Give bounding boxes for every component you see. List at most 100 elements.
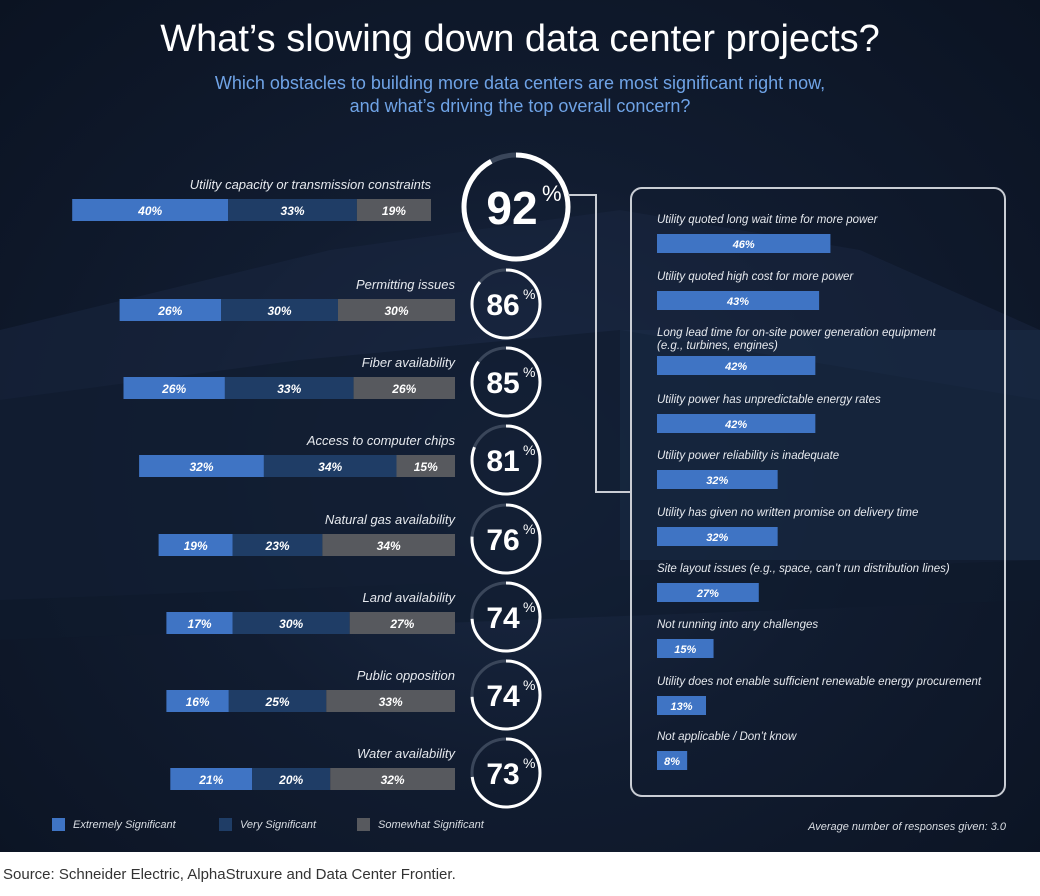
ring-unit-1: % — [523, 286, 535, 302]
bar-label-very-6: 25% — [265, 695, 290, 709]
ring-unit-5: % — [523, 599, 535, 615]
driver-label-1: Utility quoted high cost for more power — [657, 271, 854, 283]
ring-arc-6 — [470, 659, 542, 731]
bar-very-6 — [228, 690, 327, 712]
ring-total-1: 86 — [486, 289, 519, 322]
ring-arc-5 — [470, 581, 542, 653]
row-label-4: Natural gas availability — [325, 512, 457, 527]
row-label-2: Fiber availability — [362, 355, 457, 370]
bar-label-very-5: 30% — [279, 617, 303, 631]
bar-extremely-0 — [72, 199, 229, 221]
legend-swatch-somewhat — [357, 818, 370, 831]
bar-label-extremely-6: 16% — [186, 695, 210, 709]
legend-swatch-extremely — [52, 818, 65, 831]
driver-label-0: Utility quoted long wait time for more p… — [657, 214, 879, 226]
source-caption: Source: Schneider Electric, AlphaStruxur… — [3, 866, 456, 883]
bar-label-somewhat-5: 27% — [389, 617, 414, 631]
driver-bar-4 — [657, 470, 778, 489]
bar-very-4 — [232, 534, 323, 556]
driver-bar-7 — [657, 639, 714, 658]
driver-label-7: Not running into any challenges — [657, 619, 818, 631]
ring-arc-4 — [470, 503, 542, 575]
legend-label-somewhat: Somewhat Significant — [378, 818, 484, 831]
ring-unit-7: % — [523, 755, 535, 771]
driver-bar-label-0: 46% — [732, 239, 755, 251]
ring-arc-0 — [461, 152, 571, 262]
row-label-7: Water availability — [357, 746, 457, 761]
bar-somewhat-1 — [338, 299, 455, 321]
bar-label-extremely-2: 26% — [161, 382, 186, 396]
ring-unit-2: % — [523, 364, 535, 380]
bar-label-very-2: 33% — [277, 382, 301, 396]
ring-total-5: 74 — [486, 602, 520, 635]
bar-label-extremely-0: 40% — [137, 204, 162, 218]
row-label-5: Land availability — [362, 590, 456, 605]
driver-label-2-2: (e.g., turbines, engines) — [657, 340, 778, 352]
bar-label-extremely-1: 26% — [157, 304, 182, 318]
driver-label-2: Long lead time for on-site power generat… — [657, 327, 937, 339]
bar-somewhat-6 — [326, 690, 455, 712]
legend-extremely: Extremely Significant — [52, 818, 176, 831]
ring-arc-7 — [470, 737, 542, 809]
ring-total-3: 81 — [486, 445, 519, 478]
bar-extremely-7 — [170, 768, 253, 790]
driver-bar-label-7: 15% — [674, 644, 696, 656]
driver-label-4: Utility power reliability is inadequate — [657, 450, 839, 462]
driver-bar-6 — [657, 583, 759, 602]
chart-subtitle-line-2: and what’s driving the top overall conce… — [349, 96, 691, 116]
driver-bar-1 — [657, 291, 820, 310]
ring-arc-2 — [470, 346, 542, 418]
bar-very-5 — [232, 612, 350, 634]
ring-total-4: 76 — [486, 524, 519, 557]
bar-somewhat-0 — [356, 199, 431, 221]
legend-very: Very Significant — [219, 818, 316, 831]
bar-label-very-1: 30% — [267, 304, 291, 318]
row-label-0: Utility capacity or transmission constra… — [190, 177, 432, 192]
driver-bar-8 — [657, 696, 707, 715]
legend-label-extremely: Extremely Significant — [73, 818, 176, 831]
row-label-3: Access to computer chips — [306, 433, 456, 448]
bar-extremely-2 — [123, 377, 225, 399]
ring-unit-3: % — [523, 442, 535, 458]
ring-total-2: 85 — [486, 367, 519, 400]
driver-bar-5 — [657, 527, 778, 546]
driver-bar-9 — [657, 751, 688, 770]
ring-unit-4: % — [523, 521, 535, 537]
bar-extremely-6 — [166, 690, 229, 712]
chart-canvas: 40% 33% 19% Utility capacity or transmissio… — [72, 152, 982, 809]
bar-label-somewhat-2: 26% — [391, 382, 416, 396]
bar-label-extremely-7: 21% — [198, 773, 223, 787]
ring-arc-1 — [470, 268, 542, 340]
bar-somewhat-4 — [322, 534, 455, 556]
bar-label-somewhat-3: 15% — [414, 460, 438, 474]
bar-extremely-4 — [158, 534, 233, 556]
row-label-1: Permitting issues — [356, 277, 455, 292]
driver-label-6: Site layout issues (e.g., space, can’t r… — [657, 563, 950, 575]
ring-total-7: 73 — [486, 758, 519, 791]
bar-extremely-5 — [166, 612, 233, 634]
driver-label-9: Not applicable / Don’t know — [657, 731, 797, 743]
bar-somewhat-2 — [353, 377, 455, 399]
bar-label-somewhat-7: 32% — [381, 773, 405, 787]
driver-label-3: Utility power has unpredictable energy r… — [657, 394, 881, 406]
connector-line — [568, 194, 631, 493]
driver-bar-label-4: 32% — [706, 475, 728, 487]
driver-bar-label-5: 32% — [706, 532, 728, 544]
infographic: What’s slowing down data center projects… — [0, 0, 1040, 852]
row-label-6: Public opposition — [357, 668, 455, 683]
chart-subtitle-line-1: Which obstacles to building more data ce… — [214, 73, 826, 93]
bar-label-extremely-4: 19% — [184, 539, 208, 553]
bar-label-very-0: 33% — [281, 204, 305, 218]
legend-somewhat: Somewhat Significant — [357, 818, 484, 831]
bar-label-extremely-3: 32% — [189, 460, 213, 474]
driver-bar-label-8: 13% — [670, 701, 692, 713]
bar-somewhat-3 — [396, 455, 455, 477]
bar-very-3 — [263, 455, 397, 477]
bar-extremely-1 — [119, 299, 221, 321]
bar-label-very-4: 23% — [265, 539, 290, 553]
chart-title: What’s slowing down data center projects… — [160, 18, 880, 60]
bar-very-0 — [228, 199, 357, 221]
bar-label-somewhat-6: 33% — [379, 695, 403, 709]
bar-very-1 — [221, 299, 338, 321]
bar-label-very-7: 20% — [278, 773, 303, 787]
